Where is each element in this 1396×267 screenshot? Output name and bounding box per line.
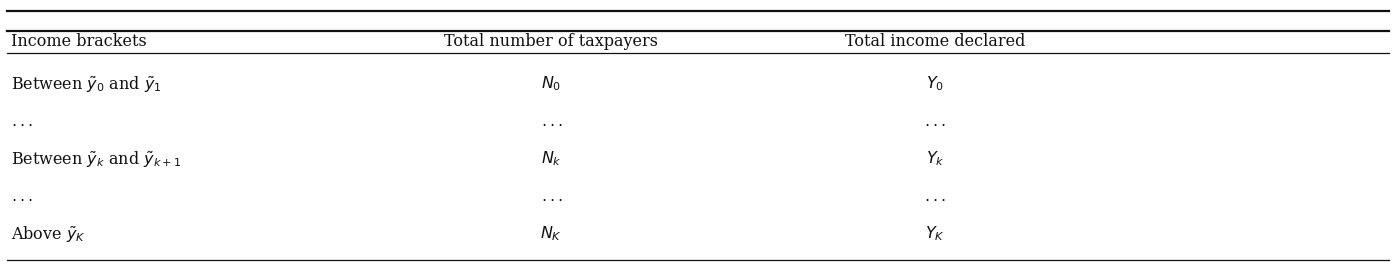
Text: $Y_K$: $Y_K$ [926, 224, 945, 243]
Text: Total income declared: Total income declared [845, 33, 1026, 50]
Text: $...$: $...$ [11, 188, 34, 205]
Text: $...$: $...$ [924, 188, 946, 205]
Text: $...$: $...$ [11, 113, 34, 130]
Text: $Y_0$: $Y_0$ [927, 75, 944, 93]
Text: $N_k$: $N_k$ [542, 150, 561, 168]
Text: $...$: $...$ [540, 188, 563, 205]
Text: $Y_k$: $Y_k$ [926, 150, 945, 168]
Text: $N_0$: $N_0$ [542, 75, 561, 93]
Text: Income brackets: Income brackets [11, 33, 147, 50]
Text: $...$: $...$ [540, 113, 563, 130]
Text: Between $\tilde{y}_0$ and $\tilde{y}_1$: Between $\tilde{y}_0$ and $\tilde{y}_1$ [11, 74, 162, 94]
Text: Total number of taxpayers: Total number of taxpayers [444, 33, 659, 50]
Text: $...$: $...$ [924, 113, 946, 130]
Text: Between $\tilde{y}_k$ and $\tilde{y}_{k+1}$: Between $\tilde{y}_k$ and $\tilde{y}_{k+… [11, 149, 181, 169]
Text: $N_K$: $N_K$ [540, 224, 563, 243]
Text: Above $\tilde{y}_K$: Above $\tilde{y}_K$ [11, 224, 87, 244]
